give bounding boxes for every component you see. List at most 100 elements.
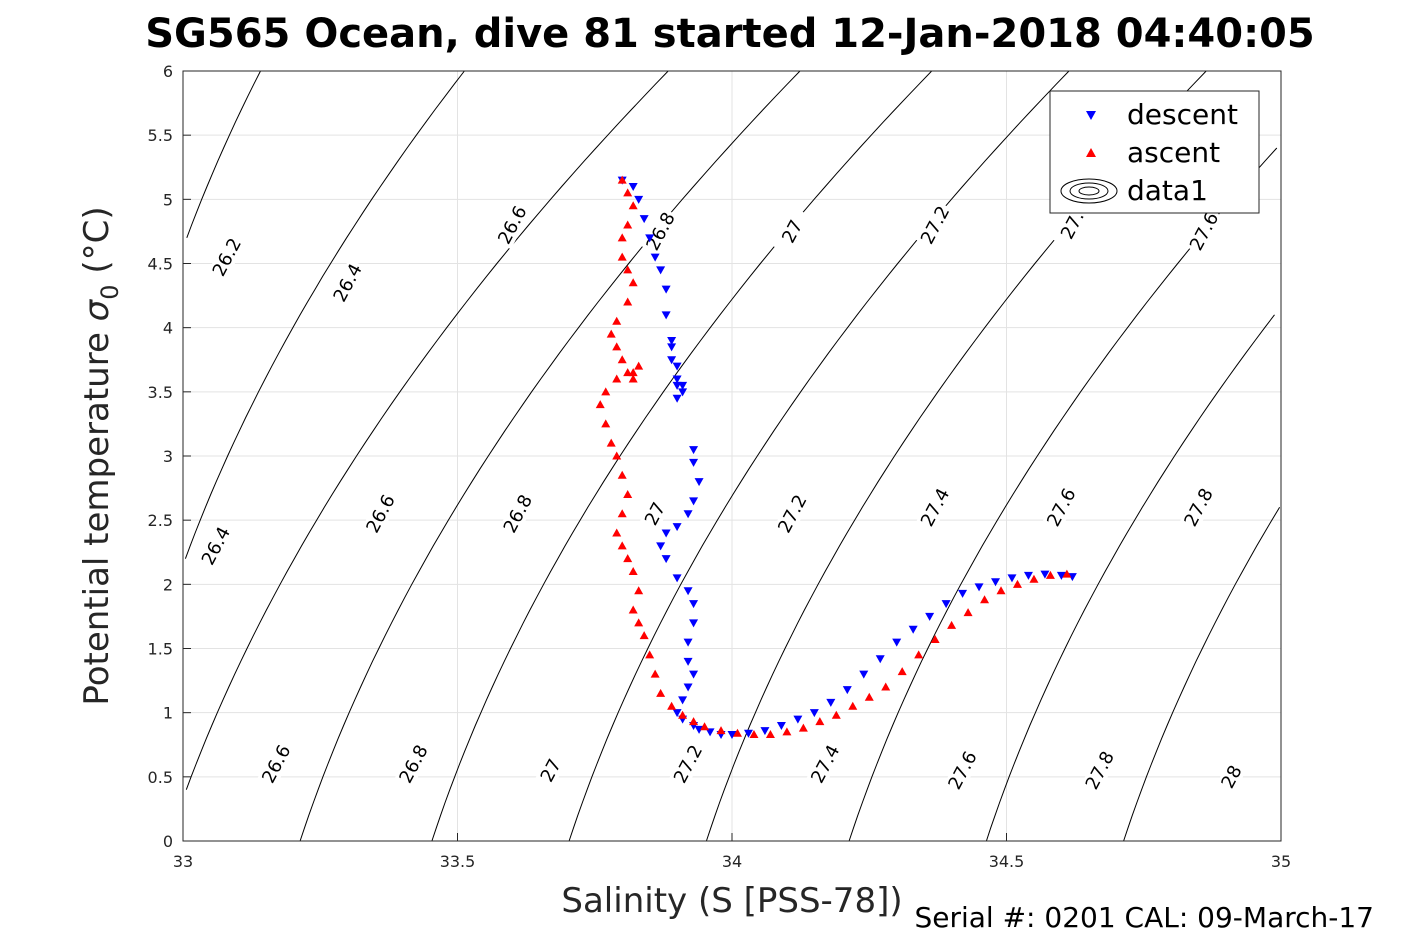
contour-label-bg: [196, 521, 236, 570]
descent-point: [1067, 573, 1077, 582]
contour-line-27-2: [568, 70, 1070, 842]
y-tick-label: 4.5: [148, 255, 173, 274]
descent-point: [667, 356, 677, 365]
descent-point: [683, 683, 693, 692]
legend-marker-contour-icon: [1060, 178, 1118, 204]
descent-point: [776, 722, 786, 730]
descent-point: [1040, 570, 1050, 579]
contour-label-bg: [773, 207, 812, 256]
ascent-point: [897, 667, 907, 676]
contour-label-bg: [915, 483, 955, 532]
ascent-point: [623, 297, 633, 306]
descent-point: [661, 285, 671, 294]
density-contours: [184, 70, 1281, 842]
y-tick-label: 6: [163, 62, 173, 81]
contour-label-bg: [668, 739, 708, 789]
ascent-point: [612, 374, 622, 383]
descent-point: [694, 725, 704, 734]
ascent-point: [623, 554, 633, 563]
descent-point: [809, 709, 819, 718]
ascent-point: [881, 682, 891, 691]
descent-point: [941, 600, 951, 609]
descent-point: [743, 729, 753, 738]
ascent-point: [612, 316, 622, 325]
ascent-point: [628, 278, 638, 287]
contour-line-26-6: [185, 70, 669, 790]
ascent-point: [1012, 579, 1022, 588]
ascent-point: [612, 451, 622, 460]
y-tick-label: 1: [163, 704, 173, 723]
descent-point: [793, 715, 803, 724]
ascent-point: [716, 726, 726, 735]
ascent-point: [864, 692, 874, 701]
descent-point: [958, 589, 968, 598]
ascent-point: [628, 201, 638, 210]
legend-item-ascent: ascent: [1086, 136, 1220, 169]
descent-point: [875, 655, 885, 664]
descent-point: [760, 727, 770, 736]
legend-item-descent: descent: [1086, 98, 1238, 131]
serial-calibration-footer: Serial #: 0201 CAL: 09-March-17: [914, 901, 1374, 934]
descent-point: [689, 497, 699, 506]
ascent-point: [628, 374, 638, 383]
ascent-point: [980, 595, 990, 604]
ascent-point: [848, 701, 858, 710]
descent-point: [656, 266, 666, 275]
descent-point: [661, 311, 671, 320]
legend-item-data1: data1: [1060, 174, 1208, 207]
descent-point: [683, 510, 693, 519]
descent-point: [656, 542, 666, 551]
descent-point: [678, 696, 688, 705]
descent-point: [892, 638, 902, 647]
ascent-point: [617, 470, 627, 479]
y-axis-label-sigma: σ: [77, 298, 117, 321]
ascent-point: [700, 722, 710, 731]
ascent-point: [606, 438, 616, 447]
ascent-point: [798, 723, 808, 732]
ascent-point: [634, 361, 644, 370]
descent-point: [672, 574, 682, 583]
x-tick-label: 33.5: [440, 852, 476, 871]
contour-line-26-2: [186, 70, 261, 238]
descent-point: [678, 388, 688, 397]
ascent-point: [628, 605, 638, 614]
contour-label-bg: [328, 258, 367, 307]
series-ascent: [595, 175, 1072, 738]
contour-label-bg: [394, 739, 433, 789]
contour-line-27-6: [848, 147, 1278, 842]
descent-point: [727, 730, 737, 739]
descent-point: [1007, 574, 1017, 583]
chart-title: SG565 Ocean, dive 81 started 12-Jan-2018…: [145, 11, 1314, 57]
contour-line-27: [431, 70, 933, 842]
y-tick-label: 0.5: [148, 768, 173, 787]
contour-label-bg: [1080, 746, 1119, 795]
descent-point: [639, 215, 649, 224]
ascent-point: [617, 233, 627, 242]
descent-point: [667, 337, 677, 345]
y-tick-label: 5: [163, 190, 173, 209]
x-axis-ticks: 33 33.5 34 34.5 35: [173, 833, 1291, 871]
y-tick-label: 2.5: [148, 511, 173, 530]
ascent-point: [612, 342, 622, 351]
contour-label-bg: [1042, 483, 1081, 532]
y-axis-label-subscript: 0: [96, 284, 124, 299]
descent-point: [689, 619, 699, 628]
x-tick-label: 33: [173, 852, 193, 871]
descent-point: [925, 612, 935, 621]
y-axis-label-main: Potential temperature: [77, 321, 117, 705]
ascent-point: [996, 586, 1006, 595]
ascent-point: [930, 635, 940, 644]
y-tick-label: 0: [163, 832, 173, 851]
legend-marker-ascent: [1086, 148, 1096, 157]
descent-point: [683, 657, 693, 666]
descent-point: [672, 362, 682, 371]
series-descent: [617, 176, 1077, 739]
ascent-point: [617, 252, 627, 261]
y-tick-label: 2: [163, 575, 173, 594]
ascent-point: [639, 631, 649, 640]
ascent-point: [623, 188, 633, 197]
descent-point: [689, 446, 699, 455]
ascent-point: [623, 265, 633, 274]
contour-label-bg: [257, 739, 296, 789]
